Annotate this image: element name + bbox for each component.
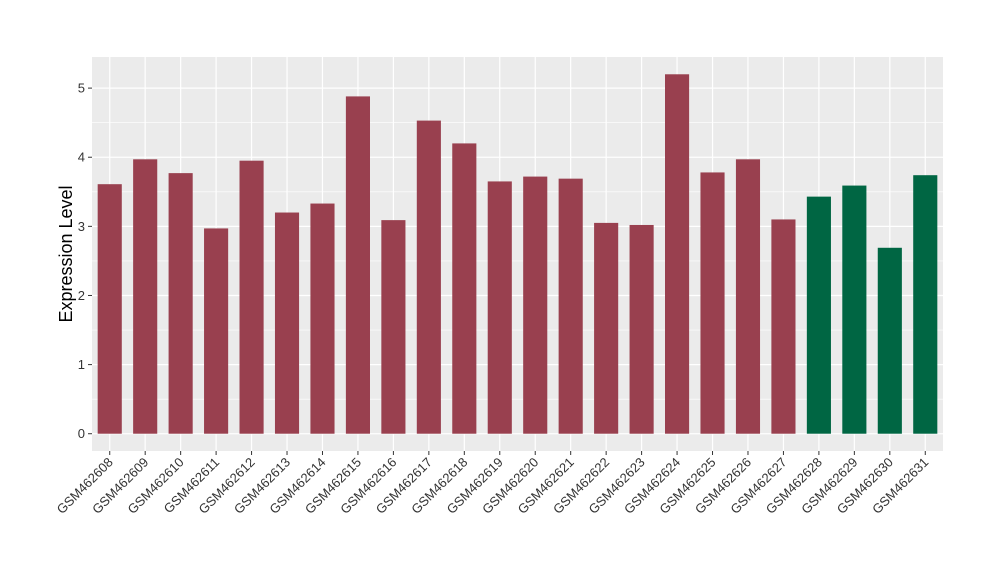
minor-gridlines: [92, 122, 943, 400]
y-axis-ticks: 0 1 2 3 4 5: [78, 81, 92, 441]
bar-GSM462612: [239, 160, 264, 434]
bar-GSM462608: [97, 184, 122, 434]
bar-GSM462620: [523, 176, 548, 434]
bar-GSM462625: [700, 172, 725, 434]
bar-GSM462626: [735, 159, 761, 434]
bar-GSM462615: [345, 96, 370, 434]
y-tick-label: 3: [78, 219, 85, 234]
bar-GSM462623: [629, 224, 654, 434]
y-tick-label: 0: [78, 426, 85, 441]
bar-GSM462631: [913, 175, 938, 434]
bar-GSM462622: [594, 222, 619, 434]
bar-GSM462629: [842, 185, 867, 434]
bar-GSM462628: [806, 196, 831, 434]
bar-GSM462627: [771, 219, 796, 434]
bar-GSM462609: [133, 159, 158, 434]
bar-GSM462619: [487, 181, 512, 434]
y-tick-label: 4: [78, 150, 85, 165]
y-tick-label: 1: [78, 357, 85, 372]
bar-GSM462624: [665, 74, 690, 434]
bar-GSM462617: [416, 120, 441, 434]
y-tick-label: 5: [78, 81, 85, 96]
bar-GSM462613: [274, 212, 300, 434]
bar-GSM462614: [310, 203, 335, 434]
bar-GSM462618: [452, 143, 477, 434]
y-axis-title: Expression Level: [56, 185, 76, 322]
x-axis-ticks: GSM462608GSM462609GSM462610GSM462611GSM4…: [54, 451, 931, 517]
bar-GSM462630: [877, 247, 902, 434]
bar-GSM462621: [558, 178, 583, 434]
bars: [97, 74, 938, 434]
y-tick-label: 2: [78, 288, 85, 303]
bar-GSM462616: [381, 220, 406, 434]
bar-GSM462611: [204, 228, 229, 434]
bar-GSM462610: [168, 173, 193, 434]
